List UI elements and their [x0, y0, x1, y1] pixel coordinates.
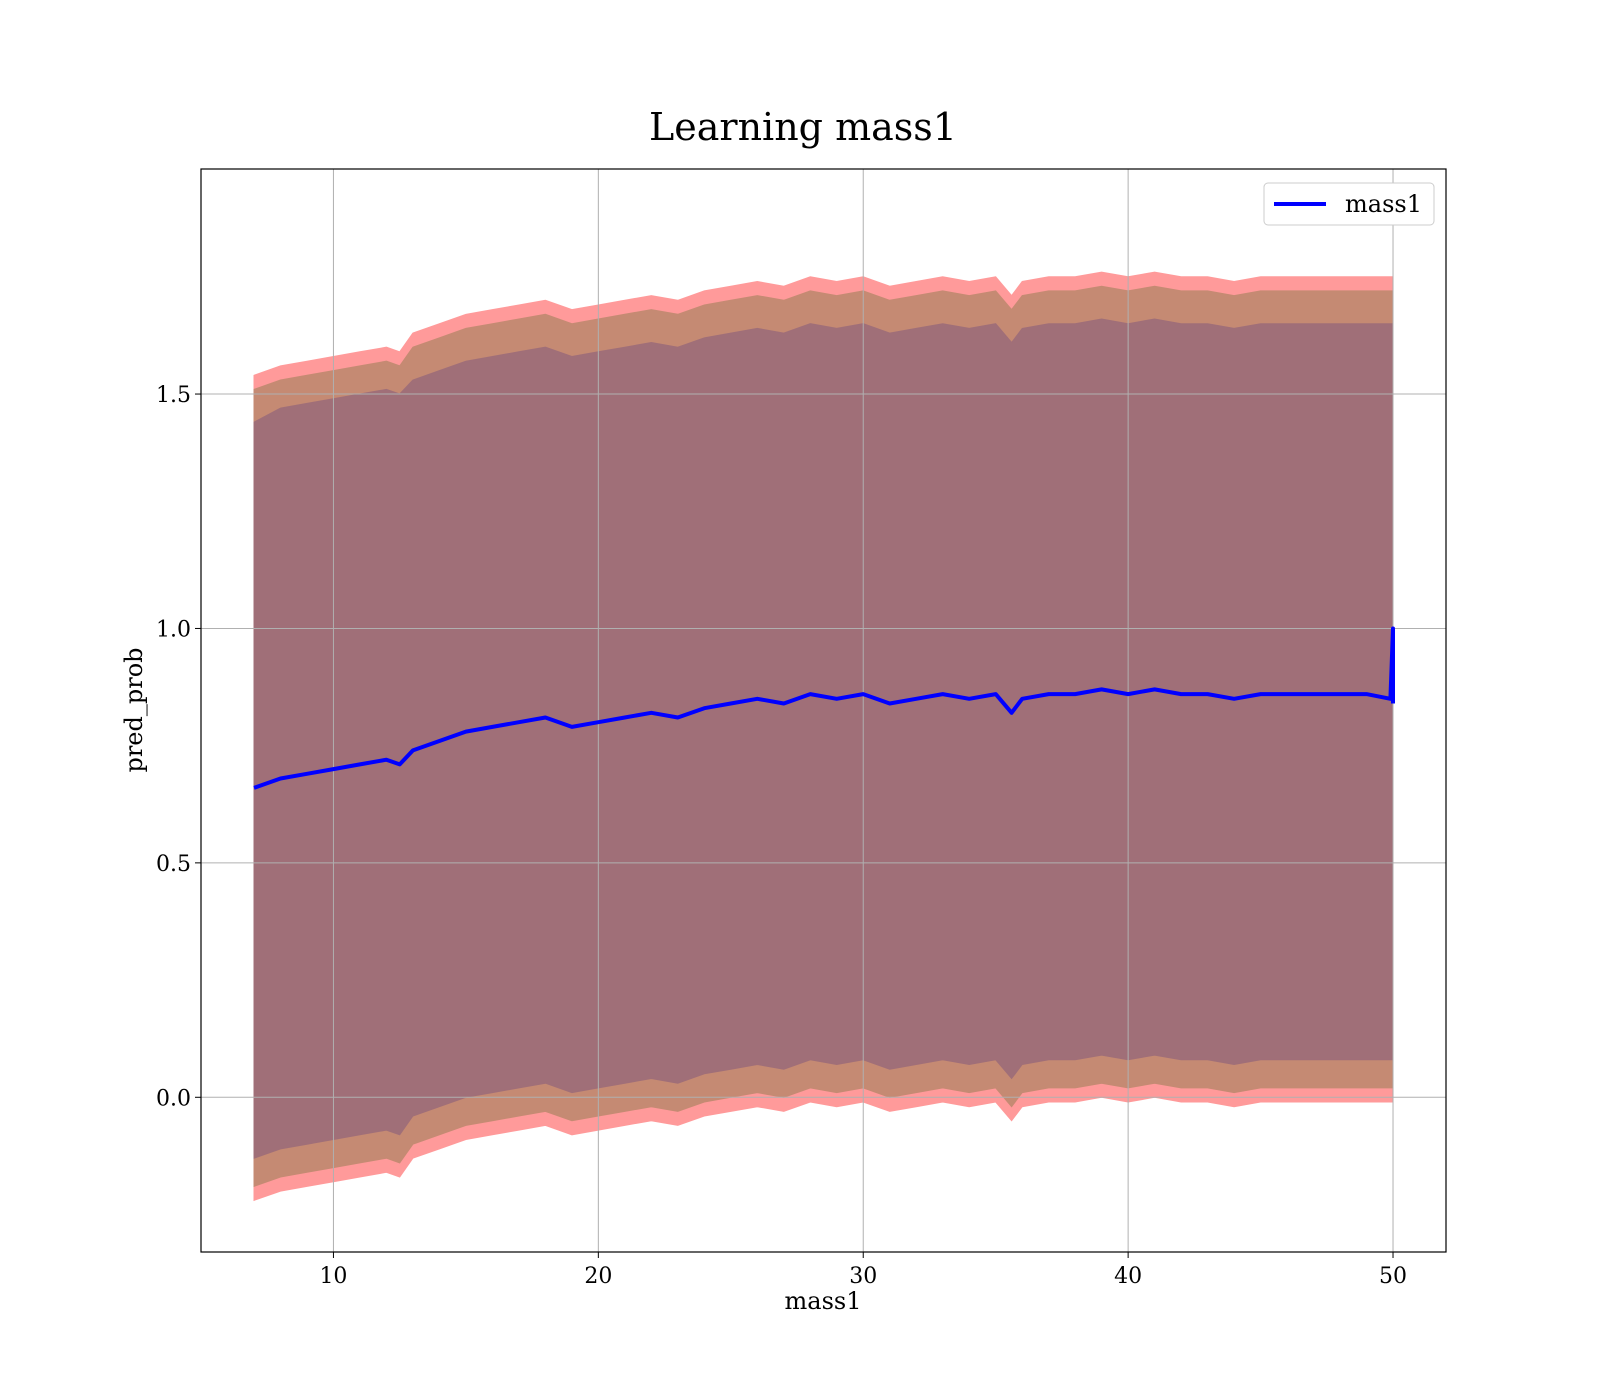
y-tick-label: 1.0 — [156, 617, 191, 642]
band-inner — [253, 318, 1394, 1159]
plot-frame — [200, 168, 1447, 1253]
gridlines — [201, 169, 1446, 1252]
series-lines — [253, 626, 1395, 790]
plot-area — [200, 168, 1447, 1253]
y-axis-label: pred_prob — [120, 647, 148, 772]
x-axis-label: mass1 — [785, 1287, 862, 1315]
chart-title: Learning mass1 — [649, 105, 957, 149]
legend: mass1 — [1263, 182, 1435, 226]
x-axis-ticks: 10 20 30 40 50 — [319, 1252, 1407, 1289]
x-tick-label: 20 — [584, 1264, 612, 1289]
legend-entry-mass1: mass1 — [1345, 190, 1422, 218]
series-line-mass1 — [253, 626, 1395, 790]
x-tick-label: 50 — [1379, 1264, 1407, 1289]
x-tick-label: 30 — [849, 1264, 877, 1289]
legend-box — [1263, 182, 1435, 226]
y-axis-ticks: 0.0 0.5 1.0 1.5 — [156, 383, 201, 1111]
y-tick-label: 1.5 — [156, 383, 191, 408]
uncertainty-bands — [253, 271, 1394, 1202]
x-tick-label: 40 — [1114, 1264, 1142, 1289]
x-tick-label: 10 — [319, 1264, 347, 1289]
y-tick-label: 0.0 — [156, 1086, 191, 1111]
y-tick-label: 0.5 — [156, 852, 191, 877]
